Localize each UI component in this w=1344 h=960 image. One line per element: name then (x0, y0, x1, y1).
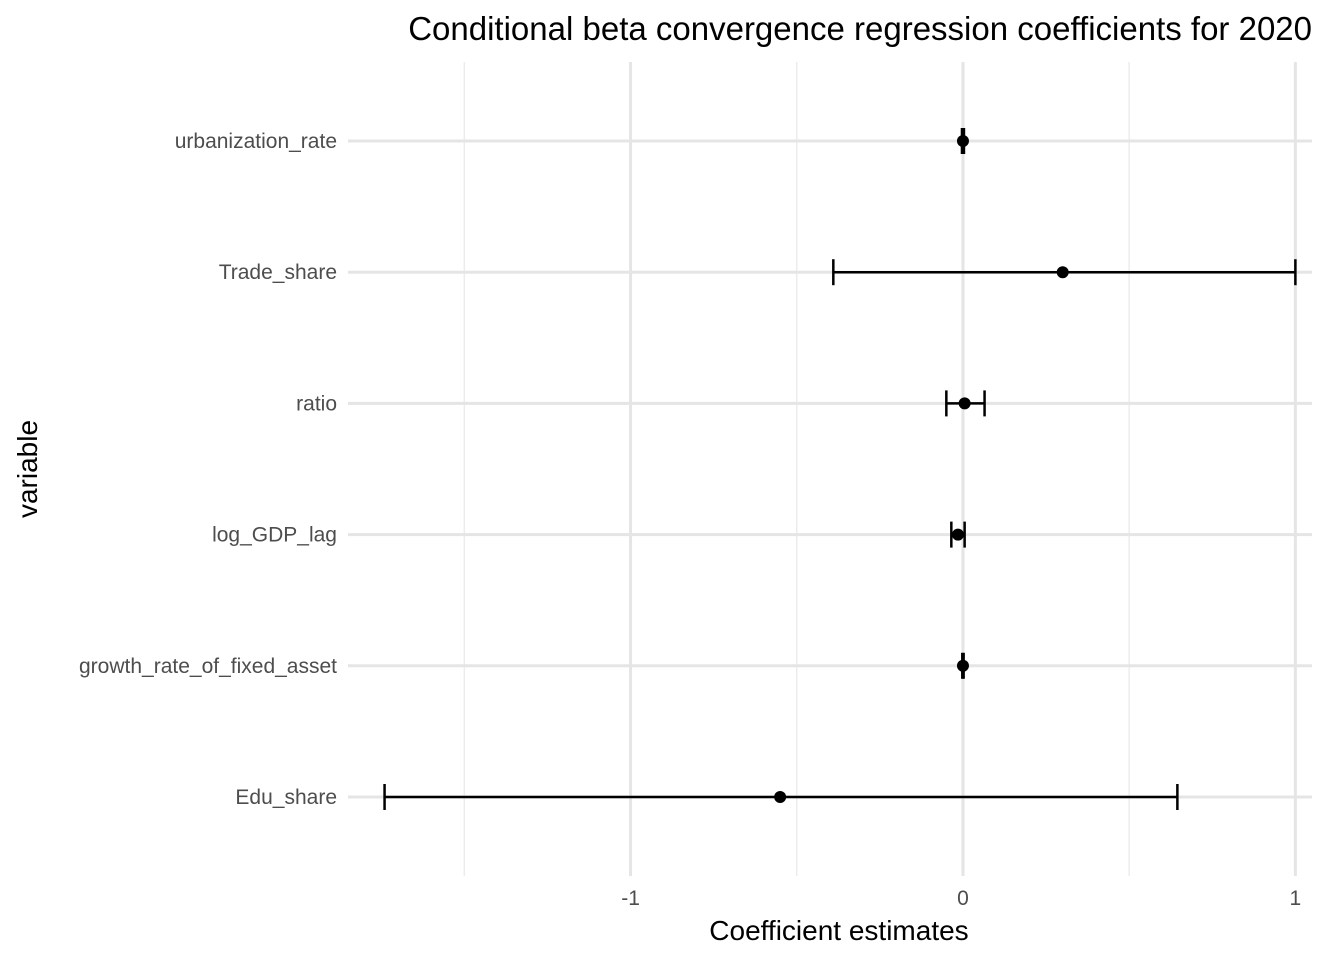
y-tick-label: Trade_share (219, 261, 337, 284)
x-tick-label: -1 (621, 887, 640, 910)
y-tick-label: log_GDP_lag (212, 524, 337, 547)
x-axis-title: Coefficient estimates (709, 915, 968, 946)
y-axis-title: variable (12, 420, 43, 518)
error-bars (383, 128, 1297, 810)
point-edu-share (774, 791, 787, 803)
y-tick-label: Edu_share (235, 786, 337, 809)
point-urbanization-rate (956, 135, 969, 147)
x-tick-labels: -1 0 1 (621, 887, 1301, 910)
point-trade-share (1056, 266, 1069, 279)
point-log-gdp-lag (951, 528, 964, 541)
point-growth-rate-of-fixed-asset (956, 659, 969, 672)
y-tick-label: growth_rate_of_fixed_asset (79, 655, 337, 678)
x-tick-label: 1 (1290, 887, 1302, 910)
estimate-points (774, 135, 1069, 803)
point-ratio (958, 397, 971, 410)
x-tick-label: 0 (957, 887, 969, 910)
gridlines (348, 62, 1312, 876)
y-tick-label: urbanization_rate (175, 130, 337, 153)
chart-title: Conditional beta convergence regression … (408, 10, 1312, 47)
y-tick-label: ratio (296, 392, 337, 415)
